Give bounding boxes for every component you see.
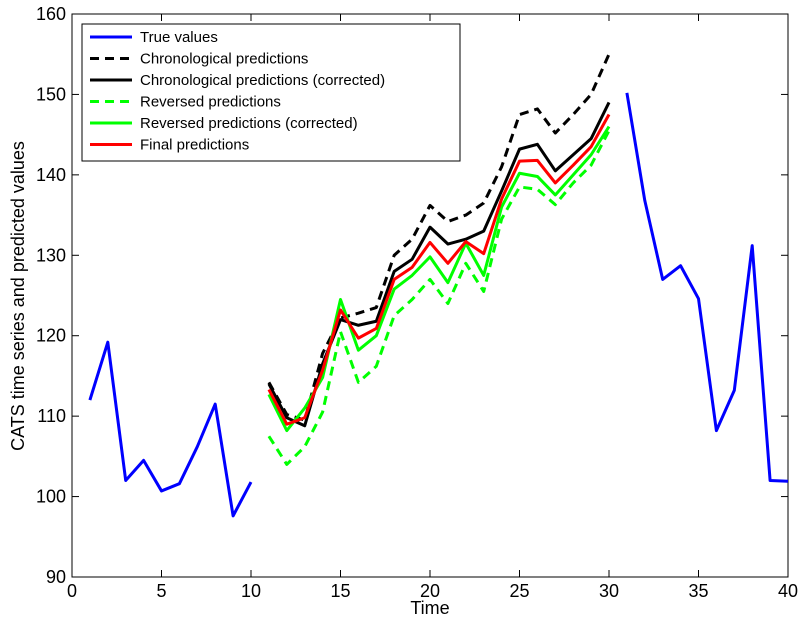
x-tick-label: 40 — [778, 581, 798, 601]
x-tick-label: 25 — [509, 581, 529, 601]
x-axis-label: Time — [410, 598, 449, 618]
series-line — [267, 53, 611, 422]
legend-label: Chronological predictions (corrected) — [140, 72, 385, 89]
y-tick-label: 110 — [37, 406, 66, 426]
series-line — [88, 92, 789, 518]
x-tick-label: 0 — [67, 581, 77, 601]
legend-label: Reversed predictions — [140, 94, 281, 111]
x-tick-label: 20 — [420, 581, 440, 601]
y-tick-label: 90 — [46, 567, 66, 587]
legend-label: True values — [140, 29, 218, 46]
x-tick-label: 5 — [156, 581, 166, 601]
x-tick-label: 15 — [330, 581, 350, 601]
x-tick-label: 35 — [688, 581, 708, 601]
y-tick-label: 130 — [36, 245, 66, 265]
y-axis-label: CATS time series and predicted values — [8, 141, 28, 451]
x-tick-label: 10 — [241, 581, 261, 601]
y-tick-label: 120 — [36, 326, 66, 346]
x-tick-label: 30 — [599, 581, 619, 601]
legend-box — [81, 23, 461, 162]
y-tick-label: 140 — [36, 165, 66, 185]
series-line — [267, 113, 611, 426]
legend: True values Chronological predictions Chro… — [81, 23, 461, 162]
legend-label: Chronological predictions — [140, 51, 308, 68]
y-tick-label: 100 — [36, 487, 66, 507]
y-tick-label: 150 — [36, 84, 66, 104]
legend-label: Final predictions — [140, 137, 249, 154]
y-tick-label: 160 — [36, 4, 66, 24]
series-line — [267, 129, 611, 466]
legend-label: Reversed predictions (corrected) — [140, 115, 358, 132]
